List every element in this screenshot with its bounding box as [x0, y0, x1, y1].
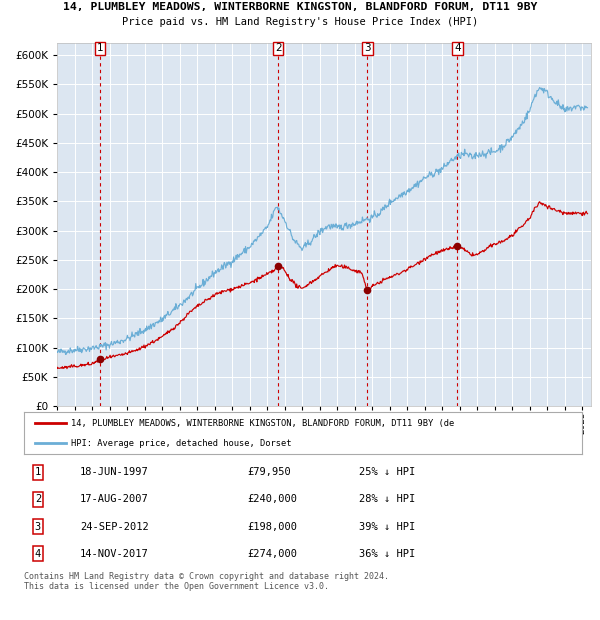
Text: £240,000: £240,000 — [247, 495, 297, 505]
Text: £274,000: £274,000 — [247, 549, 297, 559]
Text: 18-JUN-1997: 18-JUN-1997 — [80, 467, 149, 477]
Text: 39% ↓ HPI: 39% ↓ HPI — [359, 521, 415, 531]
Text: 2: 2 — [35, 495, 41, 505]
Text: Price paid vs. HM Land Registry's House Price Index (HPI): Price paid vs. HM Land Registry's House … — [122, 17, 478, 27]
Text: 1: 1 — [97, 43, 103, 53]
Text: 1: 1 — [35, 467, 41, 477]
Text: Contains HM Land Registry data © Crown copyright and database right 2024.
This d: Contains HM Land Registry data © Crown c… — [24, 572, 389, 591]
Text: £79,950: £79,950 — [247, 467, 291, 477]
Text: HPI: Average price, detached house, Dorset: HPI: Average price, detached house, Dors… — [71, 439, 292, 448]
Text: 3: 3 — [364, 43, 371, 53]
Text: £198,000: £198,000 — [247, 521, 297, 531]
Text: 17-AUG-2007: 17-AUG-2007 — [80, 495, 149, 505]
Text: 28% ↓ HPI: 28% ↓ HPI — [359, 495, 415, 505]
Text: 4: 4 — [35, 549, 41, 559]
Text: 3: 3 — [35, 521, 41, 531]
Text: 14, PLUMBLEY MEADOWS, WINTERBORNE KINGSTON, BLANDFORD FORUM, DT11 9BY: 14, PLUMBLEY MEADOWS, WINTERBORNE KINGST… — [63, 2, 537, 12]
Text: 14-NOV-2017: 14-NOV-2017 — [80, 549, 149, 559]
Text: 14, PLUMBLEY MEADOWS, WINTERBORNE KINGSTON, BLANDFORD FORUM, DT11 9BY (de: 14, PLUMBLEY MEADOWS, WINTERBORNE KINGST… — [71, 419, 455, 428]
Text: 24-SEP-2012: 24-SEP-2012 — [80, 521, 149, 531]
Text: 25% ↓ HPI: 25% ↓ HPI — [359, 467, 415, 477]
Text: 4: 4 — [454, 43, 461, 53]
Text: 2: 2 — [275, 43, 281, 53]
Text: 36% ↓ HPI: 36% ↓ HPI — [359, 549, 415, 559]
